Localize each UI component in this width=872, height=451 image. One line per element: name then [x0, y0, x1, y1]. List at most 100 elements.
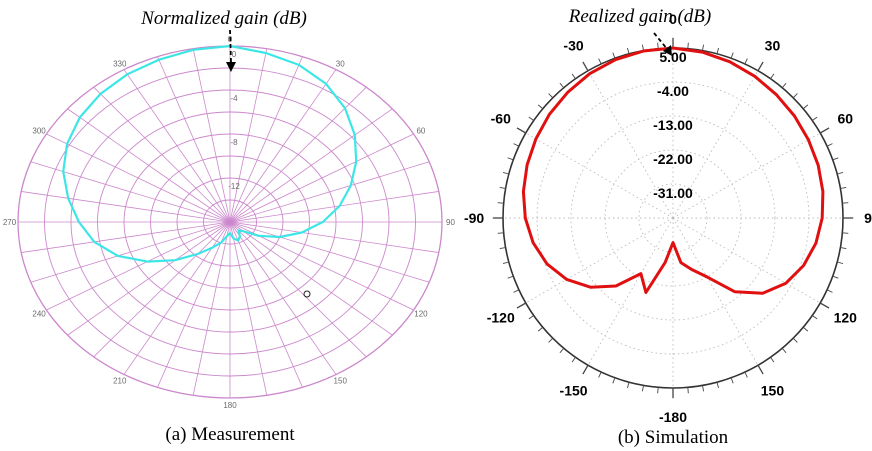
simulation-frame-tick — [770, 73, 775, 80]
measurement-arrow-head — [226, 62, 236, 72]
measurement-grid-spoke — [229, 69, 337, 223]
simulation-frame-tick — [642, 385, 644, 392]
simulation-angle-tick: 120 — [834, 309, 858, 325]
measurement-grid-spoke — [93, 86, 231, 223]
simulation-frame-tick — [537, 104, 544, 110]
simulation-frame-tick — [832, 157, 839, 161]
simulation-angle-tick: 90 — [864, 210, 872, 226]
simulation-radial-tick: -31.00 — [653, 185, 693, 201]
simulation-frame-tick — [781, 82, 787, 89]
measurement-grid-spoke — [229, 108, 393, 223]
simulation-frame-tick — [819, 127, 830, 134]
measurement-grid-spoke — [157, 221, 231, 388]
simulation-frame-tick — [598, 58, 602, 65]
measurement-marker-circle — [303, 290, 311, 298]
measurement-angle-tick: 210 — [113, 377, 127, 386]
measurement-grid-spoke — [123, 69, 231, 223]
simulation-frame-tick — [571, 73, 576, 80]
simulation-frame-tick — [497, 232, 504, 234]
simulation-frame-tick — [702, 385, 704, 392]
simulation-frame-tick — [826, 143, 833, 147]
simulation-frame-tick — [548, 337, 554, 343]
simulation-frame-tick — [499, 247, 506, 249]
simulation-frame-tick — [571, 356, 576, 363]
simulation-frame-tick — [770, 356, 775, 363]
simulation-frame-tick — [497, 202, 504, 204]
simulation-frame-tick — [716, 382, 719, 389]
measurement-grid-spoke — [157, 56, 231, 223]
simulation-frame-tick — [582, 61, 589, 72]
measurement-radial-tick: 0 — [232, 50, 237, 59]
measurement-grid-spoke — [229, 221, 393, 336]
simulation-frame-tick — [826, 289, 833, 293]
simulation-radial-tick: -22.00 — [653, 151, 693, 167]
simulation-annotation-arrow — [653, 32, 669, 51]
simulation-grid-spoke — [672, 217, 759, 366]
measurement-grid-spoke — [192, 48, 231, 223]
simulation-frame-tick — [840, 187, 847, 189]
simulation-angle-tick: -120 — [487, 309, 515, 325]
simulation-frame-tick — [513, 289, 520, 293]
measurement-grid-spoke — [21, 221, 231, 253]
measurement-grid-spoke — [67, 221, 231, 336]
simulation-frame-tick — [507, 275, 514, 279]
simulation-frame-tick — [516, 302, 527, 309]
simulation-frame-tick — [757, 61, 764, 72]
simulation-arrow-head — [663, 45, 672, 56]
measurement-caption: (a) Measurement — [165, 424, 295, 445]
simulation-frame-tick — [559, 82, 565, 89]
measurement-angle-tick: 300 — [32, 126, 46, 135]
measurement-radial-tick: -12 — [228, 182, 240, 191]
simulation-angle-tick: -180 — [659, 409, 687, 425]
simulation-frame-tick — [687, 387, 689, 394]
simulation-frame-tick — [792, 337, 798, 343]
simulation-frame-tick — [744, 58, 748, 65]
simulation-frame-tick — [837, 172, 844, 175]
simulation-frame-tick — [792, 93, 798, 99]
simulation-frame-tick — [687, 42, 689, 49]
measurement-grid-spoke — [192, 221, 231, 396]
simulation-angle-tick: 150 — [761, 382, 785, 398]
simulation-frame-tick — [837, 261, 844, 264]
measurement-title: Normalized gain (dB) — [140, 8, 307, 29]
simulation-frame-tick — [516, 127, 527, 134]
simulation-frame-tick — [502, 172, 509, 175]
simulation-frame-tick — [627, 47, 630, 54]
measurement-angle-tick: 30 — [336, 59, 345, 68]
simulation-frame-tick — [537, 326, 544, 332]
simulation-frame-tick — [802, 104, 809, 110]
measurement-trace — [62, 44, 358, 263]
simulation-radial-tick: -13.00 — [653, 117, 693, 133]
simulation-frame-tick — [499, 187, 506, 189]
simulation-frame-tick — [528, 116, 535, 121]
simulation-frame-tick — [657, 42, 659, 49]
measurement-grid-spoke — [46, 221, 231, 311]
measurement-angle-tick: 120 — [414, 310, 428, 319]
simulation-frame-tick — [744, 371, 748, 378]
simulation-polar-chart: 0 30 60 90 120 150 -180 -150 -120 -90 -60 -30 5.00 -4… — [464, 6, 872, 448]
measurement-grid-spoke — [30, 221, 231, 283]
simulation-frame-tick — [840, 247, 847, 249]
simulation-frame-tick — [730, 377, 734, 384]
simulation-tick-labels: 0 30 60 90 120 150 -180 -150 -120 -90 -60 -30 5.00 -4… — [464, 11, 872, 425]
simulation-angle-tick: 60 — [837, 111, 853, 127]
simulation-frame-tick — [757, 364, 764, 375]
simulation-frame-tick — [842, 232, 849, 234]
measurement-grid-spoke — [93, 221, 231, 358]
simulation-frame-tick — [657, 387, 659, 394]
measurement-grid-spoke — [67, 108, 231, 223]
simulation-angle-tick: -150 — [560, 382, 588, 398]
measurement-grid-spoke — [229, 133, 414, 223]
simulation-frame-tick — [598, 371, 602, 378]
simulation-frame-tick — [582, 364, 589, 375]
simulation-frame-tick — [548, 93, 554, 99]
simulation-angle-tick: -30 — [563, 38, 583, 54]
measurement-polar-chart: 03060901201501802102402703003300-4-8-12 … — [3, 8, 456, 445]
simulation-grid-spoke — [587, 217, 674, 366]
measurement-grid-spoke — [229, 221, 268, 396]
simulation-grid-spoke — [525, 217, 674, 304]
measurement-grid-spoke — [229, 48, 268, 223]
simulation-radial-tick: -4.00 — [657, 83, 689, 99]
measurement-angle-tick: 150 — [334, 377, 348, 386]
